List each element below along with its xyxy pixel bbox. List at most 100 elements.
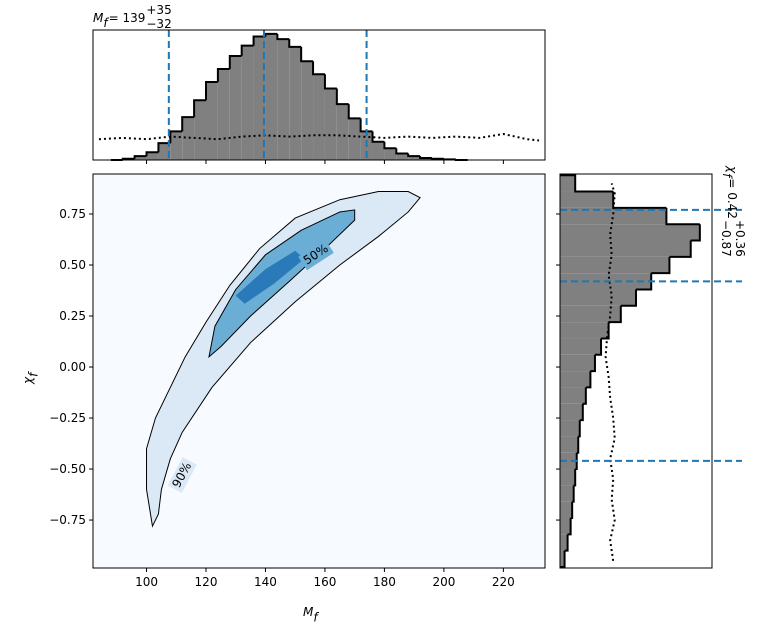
label-value: = 139 — [109, 11, 146, 25]
hist-bar — [560, 452, 577, 470]
hist-bar — [372, 141, 385, 160]
hist-bar — [560, 191, 614, 208]
hist-outline — [690, 224, 701, 242]
hist-outline — [575, 452, 578, 471]
hist-bar — [560, 403, 583, 421]
hist-outline — [585, 371, 592, 389]
hist-bar — [560, 534, 568, 551]
x-tick-label: 140 — [254, 575, 277, 589]
hist-outline — [579, 403, 584, 422]
hist-outline — [359, 118, 373, 133]
hist-outline — [407, 153, 421, 158]
hist-outline — [181, 116, 195, 132]
label-sub: f — [720, 173, 734, 179]
y-tick-label: 0.50 — [59, 258, 86, 272]
hist-bar — [277, 39, 290, 160]
hist-outline — [157, 142, 171, 153]
hist-bar — [560, 224, 700, 241]
hist-bar — [560, 175, 576, 192]
hist-bar — [560, 207, 667, 225]
hist-bar — [313, 74, 325, 160]
y-tick-label: −0.25 — [49, 411, 86, 425]
hist-bar — [408, 156, 421, 160]
hist-outline — [419, 156, 432, 160]
hist-bar — [253, 36, 266, 160]
hist-outline — [582, 387, 587, 405]
hist-outline — [371, 131, 385, 143]
hist-bar — [560, 305, 621, 323]
label-minus: −32 — [146, 17, 171, 31]
x-tick-label: 100 — [135, 575, 158, 589]
label-base: M — [93, 11, 104, 25]
top-frame — [92, 29, 546, 161]
hist-outline — [323, 74, 337, 90]
hist-bar — [396, 153, 409, 160]
hist-bar — [560, 322, 609, 339]
hist-bar — [146, 152, 159, 160]
hist-outline — [594, 338, 603, 356]
hist-outline — [636, 273, 653, 291]
hist-bar — [560, 501, 573, 519]
hist-bar — [265, 33, 278, 160]
hist-bar — [229, 56, 242, 160]
label-sub: f — [313, 611, 319, 625]
contour-label-bg — [167, 457, 197, 494]
hist-bar — [217, 69, 230, 160]
hist-bar — [241, 45, 254, 160]
x-tick-label: 180 — [373, 575, 396, 589]
hist-outline — [431, 157, 444, 160]
x-tick-label: 120 — [195, 575, 218, 589]
label-base: χ — [725, 165, 739, 174]
y-tick-label: 0.25 — [59, 309, 86, 323]
label-minus: −0.87 — [719, 220, 733, 257]
hist-outline — [564, 534, 569, 552]
hist-bar — [560, 469, 576, 486]
hist-bar — [301, 61, 314, 161]
hist-outline — [205, 81, 218, 101]
hist-bar — [560, 485, 574, 502]
x-tick-label: 200 — [432, 575, 455, 589]
hist-bar — [560, 354, 595, 372]
hist-bar — [560, 240, 691, 257]
density-region — [235, 250, 305, 304]
hist-bar — [194, 100, 206, 160]
hist-bar — [560, 550, 565, 567]
hist-outline — [216, 68, 230, 82]
y-tick-label: 0.75 — [59, 207, 86, 221]
hist-bar — [134, 156, 147, 160]
hist-outline — [567, 518, 572, 536]
label-base: χ — [21, 376, 35, 385]
hist-outline — [570, 501, 574, 520]
hist-bar — [560, 518, 571, 535]
hist-outline — [578, 420, 581, 438]
hist-outline — [300, 46, 314, 63]
hist-bar — [170, 131, 183, 160]
hist-outline — [169, 130, 183, 144]
hist-bar — [560, 289, 636, 306]
hist-outline — [193, 99, 206, 118]
hist-bar — [560, 436, 579, 453]
hist-outline — [276, 33, 290, 41]
contour-label-bg — [298, 239, 334, 271]
hist-outline — [347, 104, 361, 120]
hist-outline — [573, 469, 577, 487]
hist-bar — [348, 118, 361, 160]
label-base: M — [303, 605, 314, 619]
hist-bar — [158, 143, 171, 160]
label-value: = 0.42 — [725, 178, 739, 219]
right-title: χf = 0.42+0.36−0.87 — [719, 165, 747, 257]
hist-bar — [560, 420, 580, 437]
label-plus: +35 — [146, 3, 171, 17]
hist-outline — [145, 151, 159, 157]
hist-outline — [312, 61, 325, 76]
hist-outline — [133, 155, 147, 159]
hist-bar — [182, 117, 195, 160]
hist-bar — [289, 46, 302, 160]
right-frame — [559, 173, 713, 569]
prior-line — [604, 183, 616, 562]
hist-outline — [576, 436, 580, 454]
hist-bar — [384, 148, 397, 160]
hist-outline — [335, 88, 349, 106]
